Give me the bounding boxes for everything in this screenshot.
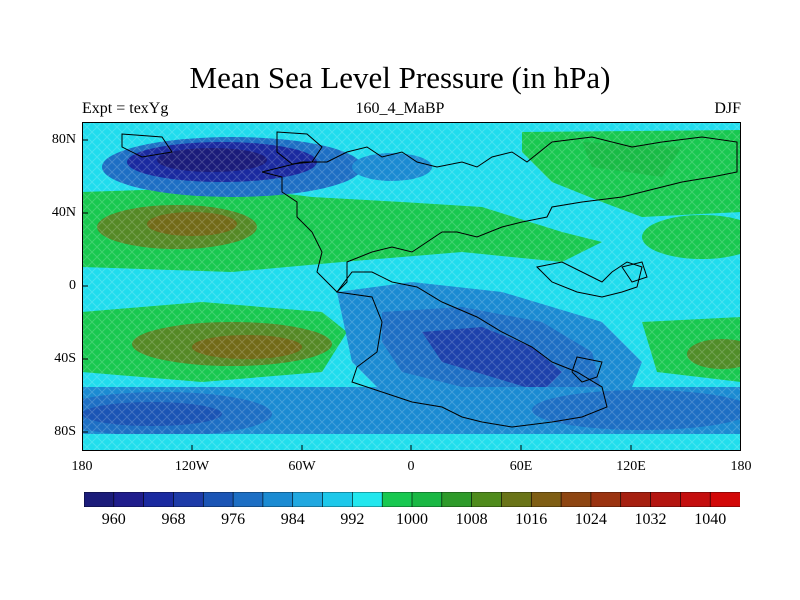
colorbar-swatch bbox=[560, 492, 592, 507]
colorbar-swatch bbox=[322, 492, 354, 507]
lat-tick-label: 40N bbox=[51, 205, 76, 220]
colorbar-swatch bbox=[381, 492, 413, 507]
colorbar bbox=[84, 492, 740, 507]
pressure-map-svg bbox=[82, 122, 741, 451]
colorbar-label: 960 bbox=[101, 511, 126, 528]
colorbar-swatch bbox=[709, 492, 740, 507]
colorbar-label: 976 bbox=[221, 511, 246, 528]
colorbar-label: 1024 bbox=[574, 511, 607, 528]
colorbar-swatch bbox=[411, 492, 443, 507]
lon-tick-label: 180 bbox=[71, 459, 93, 474]
colorbar-swatch bbox=[650, 492, 682, 507]
colorbar-label: 1016 bbox=[515, 511, 548, 528]
lon-tick-label: 180 bbox=[730, 459, 752, 474]
lon-tick-label: 60E bbox=[509, 459, 533, 474]
colorbar-label: 1000 bbox=[396, 511, 428, 528]
colorbar-label: 984 bbox=[280, 511, 305, 528]
colorbar-swatch bbox=[352, 492, 383, 507]
tick-marks bbox=[82, 139, 632, 451]
colorbar-label: 992 bbox=[340, 511, 365, 528]
colorbar-swatch bbox=[84, 492, 115, 507]
colorbar-swatch bbox=[262, 492, 294, 507]
colorbar-swatch bbox=[590, 492, 622, 507]
coastline-south-continent bbox=[336, 271, 608, 428]
lat-tick-label: 0 bbox=[69, 278, 76, 293]
map-title: Mean Sea Level Pressure (in hPa) bbox=[189, 60, 611, 95]
colorbar-label: 1008 bbox=[455, 511, 488, 528]
period-label: 160_4_MaBP bbox=[355, 100, 445, 117]
colorbar-swatch bbox=[232, 492, 264, 507]
lon-tick-label: 120E bbox=[616, 459, 646, 474]
colorbar-swatch bbox=[501, 492, 533, 507]
lon-tick-label: 120W bbox=[174, 459, 210, 474]
coastlines bbox=[121, 131, 738, 428]
colorbar-label: 968 bbox=[161, 511, 186, 528]
colorbar-swatch bbox=[143, 492, 175, 507]
season-label: DJF bbox=[714, 100, 741, 117]
lat-tick-label: 80S bbox=[54, 424, 76, 439]
coastline-northwest-islands bbox=[121, 133, 173, 158]
pressure-map bbox=[82, 122, 741, 451]
colorbar-swatch bbox=[471, 492, 503, 507]
colorbar-swatch bbox=[620, 492, 652, 507]
experiment-label: Expt = texYg bbox=[82, 100, 169, 117]
colorbar-swatch bbox=[113, 492, 145, 507]
colorbar-swatch bbox=[680, 492, 711, 507]
lon-tick-label: 60W bbox=[288, 459, 316, 474]
colorbar-label: 1040 bbox=[694, 511, 727, 528]
coastline-southeast-landmass bbox=[535, 261, 643, 298]
colorbar-swatch bbox=[530, 492, 562, 507]
lon-tick-label: 0 bbox=[407, 459, 415, 474]
colorbar-swatch bbox=[292, 492, 324, 507]
colorbar-label: 1032 bbox=[634, 511, 667, 528]
coastline-australia-like bbox=[571, 356, 603, 383]
lat-tick-label: 40S bbox=[54, 351, 76, 366]
field-texture bbox=[82, 122, 741, 451]
colorbar-swatch bbox=[173, 492, 205, 507]
colorbar-swatch bbox=[202, 492, 234, 507]
colorbar-swatch bbox=[441, 492, 473, 507]
coastline-greenland bbox=[276, 131, 323, 165]
coastline-east-island bbox=[621, 261, 648, 283]
lat-tick-label: 80N bbox=[51, 132, 76, 147]
